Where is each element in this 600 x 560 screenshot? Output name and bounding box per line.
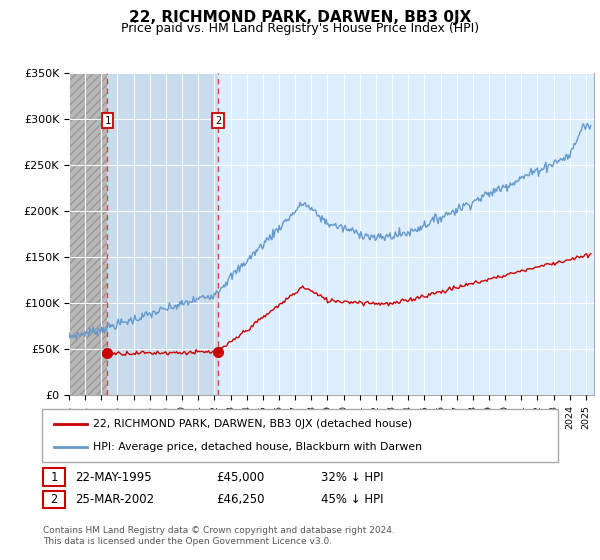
Text: 2: 2 [215, 116, 221, 125]
Text: £45,000: £45,000 [216, 470, 264, 484]
Text: Price paid vs. HM Land Registry's House Price Index (HPI): Price paid vs. HM Land Registry's House … [121, 22, 479, 35]
Text: 32% ↓ HPI: 32% ↓ HPI [321, 470, 383, 484]
Text: 1: 1 [104, 116, 110, 125]
Text: 22-MAY-1995: 22-MAY-1995 [75, 470, 152, 484]
Bar [107, 73, 218, 395]
Text: £46,250: £46,250 [216, 493, 265, 506]
Text: Contains HM Land Registry data © Crown copyright and database right 2024.
This d: Contains HM Land Registry data © Crown c… [43, 526, 395, 546]
Text: 22, RICHMOND PARK, DARWEN, BB3 0JX (detached house): 22, RICHMOND PARK, DARWEN, BB3 0JX (deta… [93, 419, 412, 429]
Text: HPI: Average price, detached house, Blackburn with Darwen: HPI: Average price, detached house, Blac… [93, 442, 422, 452]
Text: 2: 2 [50, 493, 58, 506]
Text: 1: 1 [50, 470, 58, 484]
Text: 25-MAR-2002: 25-MAR-2002 [75, 493, 154, 506]
Text: 22, RICHMOND PARK, DARWEN, BB3 0JX: 22, RICHMOND PARK, DARWEN, BB3 0JX [129, 10, 471, 25]
Text: 45% ↓ HPI: 45% ↓ HPI [321, 493, 383, 506]
Bar [69, 73, 107, 395]
